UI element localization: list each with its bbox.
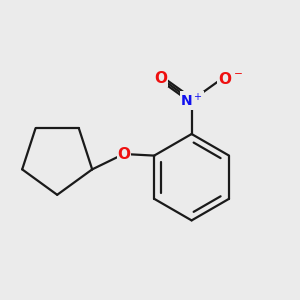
Text: $\mathregular{N}^+$: $\mathregular{N}^+$ (180, 92, 203, 109)
Text: O: O (117, 146, 130, 161)
Text: O: O (155, 71, 168, 86)
Text: $\mathregular{O}^-$: $\mathregular{O}^-$ (218, 70, 242, 87)
